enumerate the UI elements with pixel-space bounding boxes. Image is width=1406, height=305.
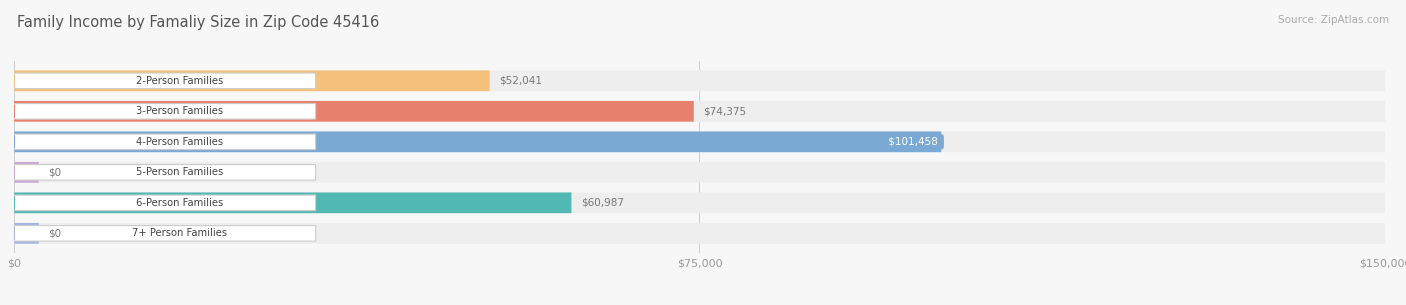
Text: $101,458: $101,458 [886,137,941,147]
Text: 4-Person Families: 4-Person Families [136,137,224,147]
FancyBboxPatch shape [14,131,941,152]
Text: $52,041: $52,041 [499,76,543,86]
Text: $74,375: $74,375 [703,106,747,116]
Text: $0: $0 [48,228,62,238]
Text: 3-Person Families: 3-Person Families [136,106,224,116]
FancyBboxPatch shape [14,162,39,183]
Text: Family Income by Famaliy Size in Zip Code 45416: Family Income by Famaliy Size in Zip Cod… [17,15,380,30]
FancyBboxPatch shape [14,223,1385,244]
FancyBboxPatch shape [14,101,1385,122]
FancyBboxPatch shape [14,73,316,88]
FancyBboxPatch shape [14,131,1385,152]
Text: $0: $0 [48,167,62,177]
FancyBboxPatch shape [14,70,489,91]
Text: 6-Person Families: 6-Person Families [136,198,224,208]
FancyBboxPatch shape [14,192,1385,213]
FancyBboxPatch shape [14,195,316,210]
Text: 2-Person Families: 2-Person Families [136,76,224,86]
FancyBboxPatch shape [14,162,1385,183]
FancyBboxPatch shape [14,165,316,180]
FancyBboxPatch shape [14,104,316,119]
FancyBboxPatch shape [14,134,316,149]
Text: 5-Person Families: 5-Person Families [136,167,224,177]
FancyBboxPatch shape [14,223,39,244]
FancyBboxPatch shape [14,225,316,241]
Text: 7+ Person Families: 7+ Person Families [132,228,228,238]
Text: $60,987: $60,987 [581,198,624,208]
Text: Source: ZipAtlas.com: Source: ZipAtlas.com [1278,15,1389,25]
FancyBboxPatch shape [14,101,693,122]
FancyBboxPatch shape [14,70,1385,91]
FancyBboxPatch shape [14,192,571,213]
